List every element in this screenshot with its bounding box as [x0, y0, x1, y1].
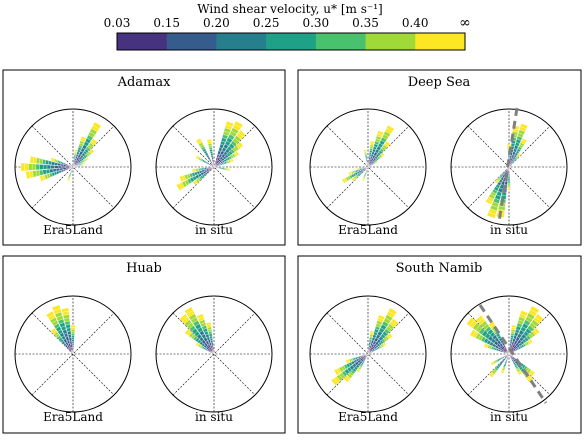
rose-petal-segment	[72, 335, 75, 337]
rose-south-namib-era5land	[310, 296, 426, 412]
rose-petal-segment	[507, 185, 510, 187]
rose-petal-segment	[40, 164, 44, 169]
rose-petal-segment	[72, 344, 74, 346]
panel-south-namib: South Namib Era5Land in situ	[298, 256, 581, 433]
rose-petal-segment	[509, 169, 510, 171]
rose-petal-segment	[508, 172, 509, 174]
colorbar-tick-label: 0.25	[253, 16, 280, 30]
rose-petal-segment	[36, 164, 40, 170]
colorbar-tick-label: 0.30	[302, 16, 329, 30]
rose-label: Era5Land	[43, 223, 103, 237]
rose-petal-segment	[72, 340, 74, 342]
rose-south-namib-insitu	[451, 296, 567, 412]
rose-petal-segment	[25, 163, 29, 171]
rose-petal-segment	[71, 331, 75, 333]
colorbar-title: Wind shear velocity, u* [m s⁻¹]	[197, 2, 382, 16]
rose-label: Era5Land	[338, 223, 398, 237]
rose-label: in situ	[490, 223, 528, 237]
rose-petal-segment	[82, 164, 83, 166]
colorbar-tick-label: 0.20	[203, 16, 230, 30]
rose-petal-segment	[370, 331, 374, 333]
rose-petal-segment	[192, 169, 194, 173]
rose-petal-segment	[507, 144, 511, 146]
rose-petal-segment	[32, 164, 36, 170]
panel-frame	[298, 70, 581, 245]
rose-petal-segment	[508, 179, 510, 181]
rose-petal-segment	[51, 165, 55, 169]
rose-petal-segment	[72, 342, 74, 344]
colorbar-cells	[117, 33, 466, 50]
rose-petal-segment	[213, 161, 214, 163]
rose-petal-segment	[72, 337, 75, 339]
colorbar-cell	[415, 33, 465, 50]
rose-petal-segment	[508, 174, 509, 176]
rose-petal-segment	[28, 163, 32, 170]
rose-label: in situ	[490, 410, 528, 424]
rose-petal-segment	[62, 166, 66, 168]
rose-petal-segment	[507, 187, 510, 189]
rose-petal-segment	[71, 329, 75, 331]
colorbar: Wind shear velocity, u* [m s⁻¹] 0.03 0.15…	[104, 2, 471, 50]
rose-petal-segment	[508, 177, 510, 179]
panel-huab: Huab Era5Land in situ	[3, 256, 285, 433]
rose-label: Era5Land	[43, 410, 103, 424]
colorbar-tick-label: ∞	[459, 15, 471, 31]
rose-label: in situ	[195, 410, 233, 424]
colorbar-tick-label: 0.35	[352, 16, 379, 30]
rose-petal-segment	[47, 165, 51, 169]
rose-petal-segment	[43, 165, 47, 170]
rose-petal-segment	[71, 333, 74, 335]
rose-petal-segment	[508, 184, 511, 186]
rose-petal-segment	[73, 350, 74, 352]
rose-petal-segment	[508, 155, 510, 157]
rose-huab-insitu	[156, 296, 272, 412]
rose-adamax-era5land	[15, 109, 131, 225]
rose-petal-segment	[229, 168, 231, 171]
rose-petal-segment	[73, 348, 74, 350]
rose-petal-segment	[508, 157, 510, 159]
colorbar-cell	[117, 33, 167, 50]
rose-petal-segment	[54, 166, 58, 169]
rose-label: in situ	[195, 223, 233, 237]
panel-deep-sea: Deep Sea Era5Land in situ	[298, 70, 581, 245]
rose-petal-segment	[71, 325, 76, 327]
panel-title: Deep Sea	[408, 75, 471, 90]
rose-petal-segment	[58, 166, 62, 168]
rose-adamax-insitu	[156, 109, 272, 225]
rose-petal-segment	[356, 168, 357, 170]
colorbar-tick-label: 0.15	[153, 16, 180, 30]
panel-title: Huab	[126, 261, 162, 276]
rose-deep-sea-era5land	[310, 109, 426, 225]
rose-petal-segment	[72, 346, 73, 348]
rose-petal-segment	[508, 182, 511, 184]
rose-petal-segment	[75, 150, 78, 152]
rose-petal-segment	[509, 170, 510, 172]
rose-petal-segment	[508, 180, 510, 182]
panel-frame	[3, 256, 285, 433]
rose-petal-segment	[21, 163, 25, 171]
colorbar-tick-label: 0.40	[402, 16, 429, 30]
colorbar-cell	[216, 33, 266, 50]
rose-petal-segment	[507, 188, 511, 190]
panel-adamax: Adamax Era5Land in situ	[3, 70, 285, 245]
rose-petal-segment	[213, 163, 214, 165]
rose-label: Era5Land	[338, 410, 398, 424]
colorbar-tick-label: 0.03	[104, 16, 131, 30]
colorbar-cell	[266, 33, 316, 50]
panel-frame	[298, 256, 581, 433]
trend-line-deep-sea	[499, 108, 517, 222]
rose-huab-era5land	[15, 296, 131, 412]
rose-petal-segment	[71, 327, 75, 329]
panel-title: South Namib	[396, 261, 483, 276]
rose-petal-segment	[508, 175, 510, 177]
rose-petal-segment	[364, 150, 367, 152]
colorbar-cell	[167, 33, 217, 50]
colorbar-ticks: 0.03 0.15 0.20 0.25 0.30 0.35 0.40 ∞	[104, 15, 471, 31]
colorbar-cell	[316, 33, 366, 50]
panel-title: Adamax	[117, 75, 172, 90]
panel-frame	[3, 70, 285, 245]
colorbar-cell	[366, 33, 416, 50]
